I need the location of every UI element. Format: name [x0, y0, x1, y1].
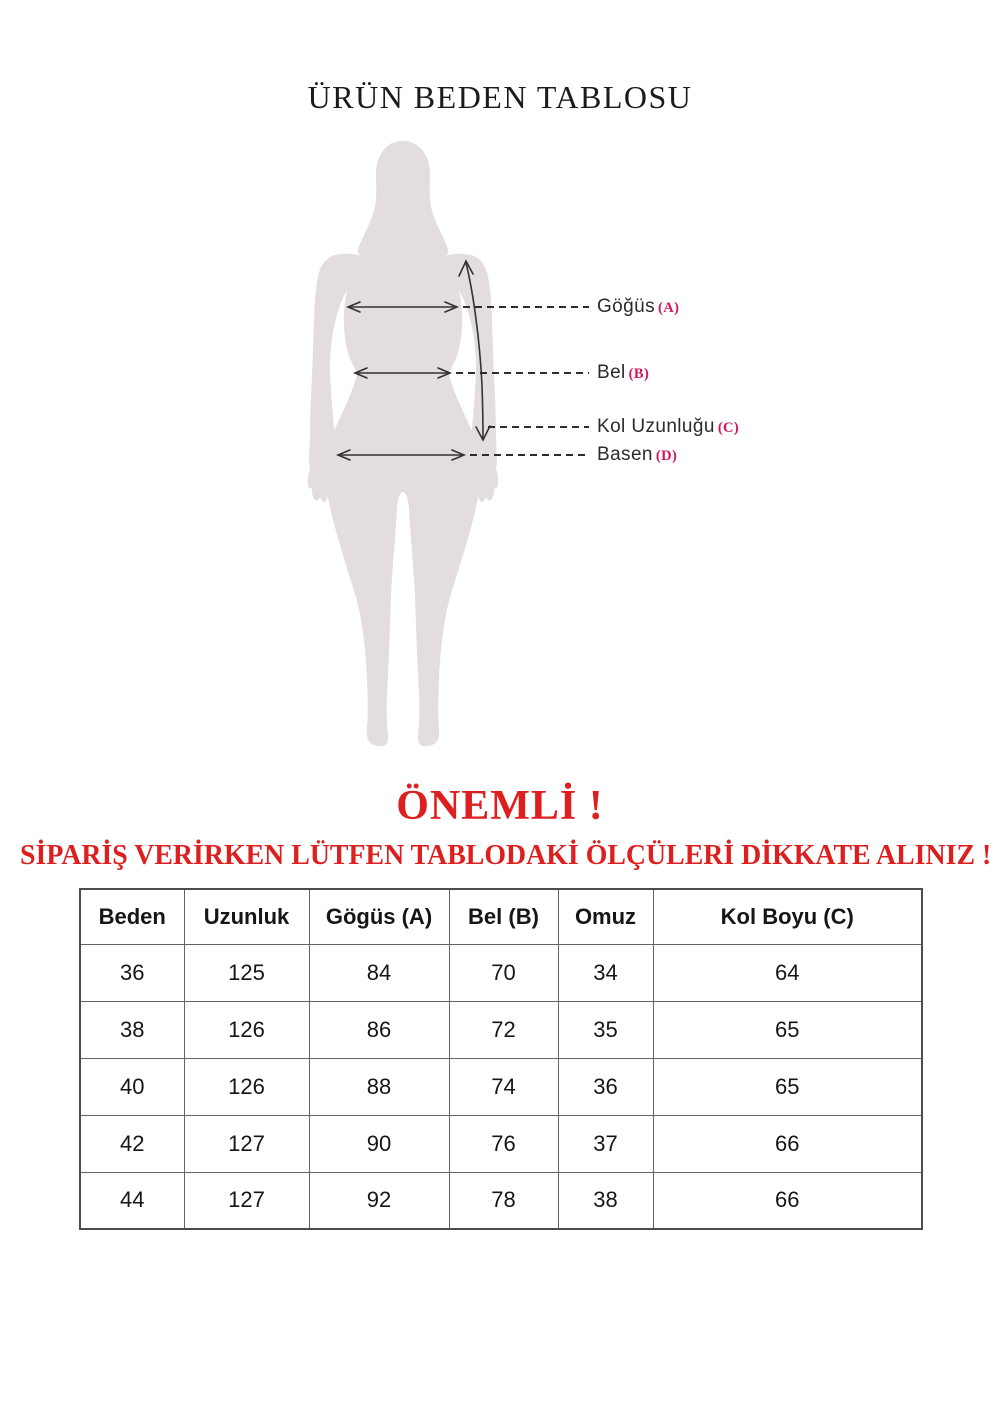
size-cell: 35 — [557, 1000, 654, 1059]
measure-code: (D) — [655, 448, 678, 464]
size-cell: 65 — [652, 1057, 923, 1116]
size-cell: 44 — [79, 1171, 185, 1230]
important-heading: ÖNEMLİ ! — [396, 783, 604, 829]
measure-code: (A) — [657, 300, 680, 316]
table-row: 36 125 84 70 34 64 — [79, 943, 923, 1002]
measure-code: (C) — [717, 420, 740, 436]
measure-label-arm-length: Kol Uzunluğu (C) — [597, 414, 739, 441]
body-measurement-diagram: Göğüs (A) Bel (B) Kol Uzunluğu (C) Basen (D) — [307, 141, 739, 747]
size-cell: 126 — [183, 1057, 310, 1116]
size-cell: 70 — [448, 943, 559, 1002]
size-cell: 127 — [183, 1114, 310, 1173]
col-header-bel: Bel (B) — [448, 888, 559, 945]
measure-label-text: Kol Uzunluğu — [597, 416, 715, 437]
size-cell: 65 — [652, 1000, 923, 1059]
hip-width-arrow — [335, 449, 467, 461]
size-cell: 92 — [308, 1171, 450, 1230]
size-cell: 76 — [448, 1114, 559, 1173]
size-cell: 37 — [557, 1114, 654, 1173]
size-cell: 127 — [183, 1171, 310, 1230]
measure-code: (B) — [628, 366, 650, 382]
measure-label-text: Basen — [597, 444, 653, 465]
size-cell: 78 — [448, 1171, 559, 1230]
size-cell: 125 — [183, 943, 310, 1002]
measure-label-waist: Bel (B) — [597, 360, 649, 387]
chest-width-arrow — [345, 301, 460, 313]
col-header-beden: Beden — [79, 888, 185, 945]
size-cell: 38 — [79, 1000, 185, 1059]
size-cell: 38 — [557, 1171, 654, 1230]
size-cell: 42 — [79, 1114, 185, 1173]
table-row: 38 126 86 72 35 65 — [79, 1000, 923, 1059]
size-cell: 66 — [652, 1114, 923, 1173]
col-header-uzunluk: Uzunluk — [183, 888, 310, 945]
size-cell: 36 — [79, 943, 185, 1002]
page-title: ÜRÜN BEDEN TABLOSU — [307, 79, 693, 115]
measurement-arrows — [335, 259, 589, 461]
measure-label-text: Göğüs — [597, 296, 655, 317]
size-cell: 90 — [308, 1114, 450, 1173]
waist-width-arrow — [352, 367, 453, 379]
size-cell: 126 — [183, 1000, 310, 1059]
size-cell: 84 — [308, 943, 450, 1002]
warning-text: SİPARİŞ VERİRKEN LÜTFEN TABLODAKİ ÖLÇÜLE… — [20, 839, 992, 871]
size-cell: 86 — [308, 1000, 450, 1059]
size-table: Beden Uzunluk Gögüs (A) Bel (B) Omuz Kol… — [79, 888, 923, 1230]
female-silhouette-figure — [307, 141, 589, 747]
col-header-kol-boyu: Kol Boyu (C) — [652, 888, 923, 945]
dashed-leader-lines — [456, 306, 589, 456]
size-cell: 64 — [652, 943, 923, 1002]
size-cell: 66 — [652, 1171, 923, 1230]
measure-label-text: Bel — [597, 362, 626, 383]
table-row: 44 127 92 78 38 66 — [79, 1171, 923, 1230]
size-cell: 34 — [557, 943, 654, 1002]
size-cell: 40 — [79, 1057, 185, 1116]
size-cell: 72 — [448, 1000, 559, 1059]
measure-label-chest: Göğüs (A) — [597, 294, 679, 321]
table-header-row: Beden Uzunluk Gögüs (A) Bel (B) Omuz Kol… — [79, 888, 923, 945]
size-cell: 74 — [448, 1057, 559, 1116]
measure-label-hip: Basen (D) — [597, 442, 677, 469]
table-row: 42 127 90 76 37 66 — [79, 1114, 923, 1173]
size-cell: 88 — [308, 1057, 450, 1116]
table-row: 40 126 88 74 36 65 — [79, 1057, 923, 1116]
col-header-gogus: Gögüs (A) — [308, 888, 450, 945]
arm-length-arrow — [458, 259, 491, 442]
col-header-omuz: Omuz — [557, 888, 654, 945]
female-body-silhouette — [307, 141, 499, 747]
size-cell: 36 — [557, 1057, 654, 1116]
